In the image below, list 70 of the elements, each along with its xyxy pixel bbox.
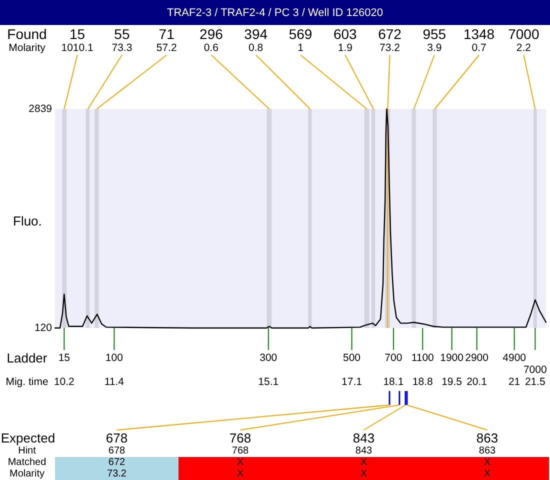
text: X [484, 457, 491, 468]
annotation: 0.7 [472, 42, 486, 54]
annotation: 73.2 [380, 42, 400, 54]
text: 15 [58, 352, 70, 364]
y-axis-title: Fluo. [13, 214, 42, 228]
text: Expected [0, 430, 56, 446]
x-tick-label: 21 [508, 376, 520, 388]
text: X [360, 468, 368, 480]
x-tick-label: 19.5 [442, 376, 462, 388]
x-tick-label: 18.8 [412, 376, 433, 388]
x-tick-label: 17.1 [342, 376, 362, 388]
annotation: 2.2 [516, 42, 532, 54]
x-axis-title: Mig. time [6, 376, 48, 388]
text: Found [7, 26, 47, 42]
text: 300 [260, 352, 278, 364]
text: 100 [105, 352, 124, 364]
text: 843 [355, 446, 373, 457]
text: 7000 [523, 364, 547, 376]
text: X [236, 457, 244, 468]
text: 1100 [411, 352, 434, 364]
band-label: 55 [114, 26, 130, 42]
text: 4900 [502, 352, 526, 364]
text: Molarity [9, 468, 45, 480]
x-tick-label: 10.2 [54, 376, 75, 388]
text: 700 [384, 352, 402, 364]
text: Molarity [8, 42, 46, 54]
text: 672 [108, 457, 126, 468]
text: Ladder [6, 350, 48, 366]
annotation: 0.6 [204, 42, 219, 54]
text: 863 [478, 446, 496, 457]
y-tick-label: 2839 [28, 103, 52, 115]
x-tick-label: 11.4 [104, 376, 124, 388]
x-tick-label: 20.1 [466, 376, 488, 388]
text: X [360, 457, 368, 468]
text: 678 [106, 430, 128, 446]
text: 2900 [465, 352, 489, 364]
x-tick-label: 15.1 [258, 376, 279, 388]
band-label: 296 [200, 26, 224, 42]
text: 863 [476, 430, 498, 446]
text: 768 [232, 446, 250, 457]
text: 1900 [440, 352, 464, 364]
y-tick-label: 120 [34, 322, 52, 334]
text: X [484, 468, 491, 480]
text: 500 [343, 352, 361, 364]
band-label: 394 [244, 26, 268, 42]
annotation: 57.2 [156, 42, 177, 54]
annotation: 1 [298, 42, 304, 54]
band-label: 955 [422, 26, 446, 42]
chart-title: TRAF2-3 / TRAF2-4 / PC 3 / Well ID 126020 [166, 7, 384, 19]
band-label: 7000 [508, 26, 540, 42]
text: 73.2 [107, 468, 127, 480]
annotation: 3.9 [427, 42, 442, 54]
band-label: 1348 [463, 26, 495, 42]
annotation: 0.8 [248, 42, 264, 54]
text: 678 [108, 446, 126, 457]
band-label: 569 [288, 26, 312, 42]
annotation: 1.9 [338, 42, 353, 54]
text: 843 [352, 430, 375, 446]
text: X [236, 468, 244, 480]
band-label: 15 [70, 26, 86, 42]
band-label: 672 [378, 26, 402, 42]
annotation: 1010.1 [61, 42, 94, 54]
text: 768 [229, 430, 252, 446]
band-label: 71 [158, 26, 175, 42]
x-tick-label: 21.5 [524, 376, 546, 388]
band-label: 603 [333, 26, 358, 42]
annotation: 73.3 [112, 42, 132, 54]
text: Matched [8, 457, 46, 468]
x-tick-label: 18.1 [383, 376, 404, 388]
text: Hint [18, 446, 36, 457]
